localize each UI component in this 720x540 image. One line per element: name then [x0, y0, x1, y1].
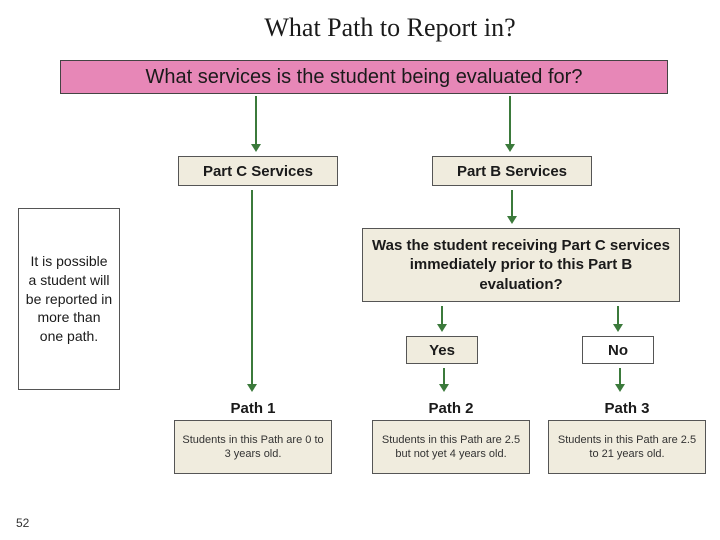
- page-title: What Path to Report in?: [220, 10, 560, 46]
- arrowhead-y_to_p2: [439, 384, 449, 392]
- path-1-label: Path 1: [174, 396, 332, 420]
- path-3-label-text: Path 3: [604, 400, 649, 417]
- title-text: What Path to Report in?: [264, 13, 515, 43]
- arrowhead-b_to_pr: [507, 216, 517, 224]
- question-box: What services is the student being evalu…: [60, 60, 668, 94]
- flowchart-canvas: What Path to Report in? What services is…: [0, 0, 720, 540]
- arrowhead-pr_to_y: [437, 324, 447, 332]
- page-number: 52: [16, 516, 29, 530]
- part-c-text: Part C Services: [203, 163, 313, 180]
- arrowhead-pr_to_n: [613, 324, 623, 332]
- arrowhead-q_to_b: [505, 144, 515, 152]
- arrow-pr_to_y: [441, 306, 443, 326]
- path-2-desc: Students in this Path are 2.5 but not ye…: [372, 420, 530, 474]
- yes-text: Yes: [429, 342, 455, 359]
- arrowhead-c_to_p1: [247, 384, 257, 392]
- part-b-box: Part B Services: [432, 156, 592, 186]
- part-b-text: Part B Services: [457, 163, 567, 180]
- path-2-label-text: Path 2: [428, 400, 473, 417]
- path-3-label: Path 3: [548, 396, 706, 420]
- prior-question-text: Was the student receiving Part C service…: [371, 236, 671, 295]
- path-1-desc-text: Students in this Path are 0 to 3 years o…: [181, 433, 325, 462]
- path-3-desc: Students in this Path are 2.5 to 21 year…: [548, 420, 706, 474]
- path-3-desc-text: Students in this Path are 2.5 to 21 year…: [555, 433, 699, 462]
- page-number-text: 52: [16, 516, 29, 530]
- arrowhead-n_to_p3: [615, 384, 625, 392]
- question-text: What services is the student being evalu…: [146, 66, 583, 89]
- no-text: No: [608, 342, 628, 359]
- arrowhead-q_to_c: [251, 144, 261, 152]
- arrow-b_to_pr: [511, 190, 513, 218]
- no-box: No: [582, 336, 654, 364]
- arrow-q_to_b: [509, 96, 511, 146]
- path-2-desc-text: Students in this Path are 2.5 but not ye…: [379, 433, 523, 462]
- path-1-label-text: Path 1: [230, 400, 275, 417]
- path-2-label: Path 2: [372, 396, 530, 420]
- arrow-q_to_c: [255, 96, 257, 146]
- yes-box: Yes: [406, 336, 478, 364]
- note-box: It is possible a student will be reporte…: [18, 208, 120, 390]
- arrow-pr_to_n: [617, 306, 619, 326]
- prior-question-box: Was the student receiving Part C service…: [362, 228, 680, 302]
- part-c-box: Part C Services: [178, 156, 338, 186]
- arrow-c_to_p1: [251, 190, 253, 386]
- note-text: It is possible a student will be reporte…: [25, 252, 113, 346]
- path-1-desc: Students in this Path are 0 to 3 years o…: [174, 420, 332, 474]
